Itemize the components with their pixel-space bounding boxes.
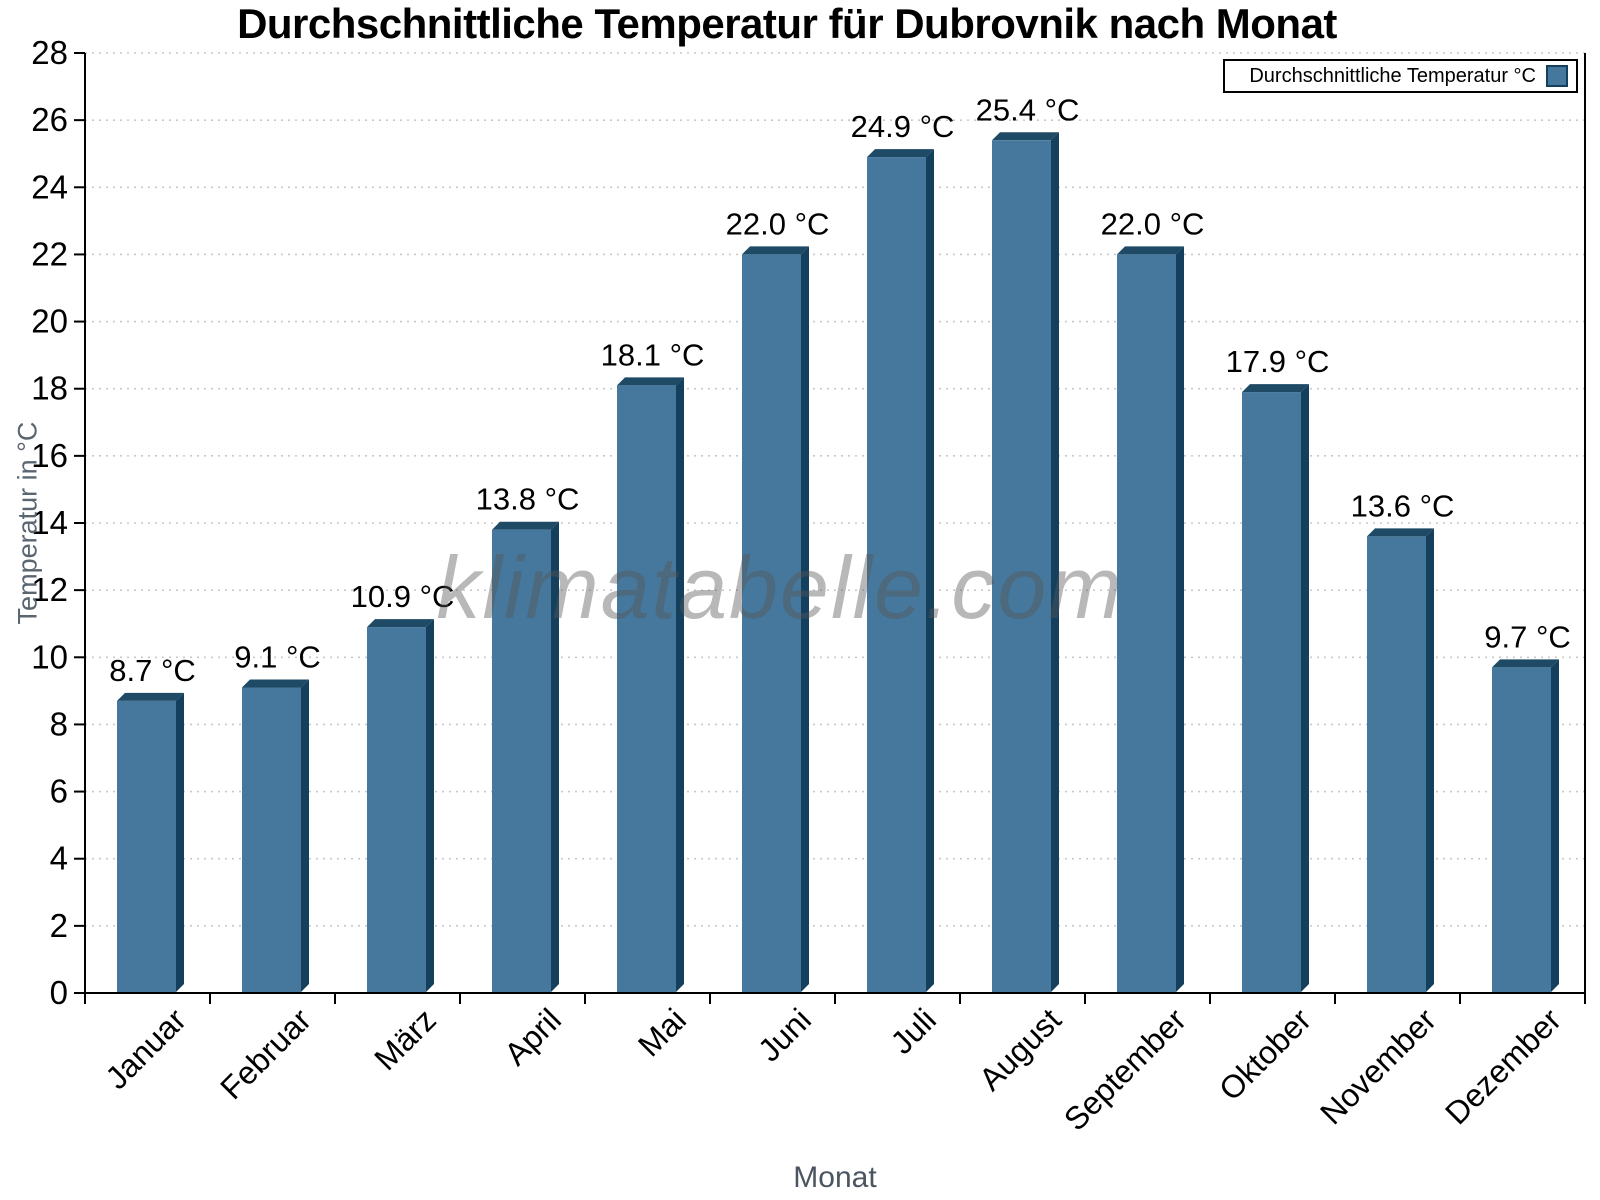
legend-swatch-icon: [1546, 65, 1568, 87]
y-tick-label-2: 2: [50, 907, 68, 944]
x-axis-title: Monat: [793, 1161, 877, 1194]
bar-oktober: [1242, 392, 1301, 993]
x-tick-label-april: April: [497, 1001, 568, 1072]
bar-august: [992, 140, 1051, 993]
bar-value-label-november: 13.6 °C: [1351, 488, 1455, 523]
bar-dezember: [1492, 667, 1551, 992]
y-tick-label-26: 26: [31, 101, 68, 138]
bar-november: [1367, 536, 1426, 992]
bar-side-oktober: [1301, 384, 1309, 993]
x-tick-label-oktober: Oktober: [1212, 1001, 1318, 1107]
bar-maerz: [367, 627, 426, 992]
bar-value-label-januar: 8.7 °C: [109, 653, 196, 688]
y-tick-label-16: 16: [31, 437, 68, 474]
x-tick-label-august: August: [972, 1001, 1068, 1097]
bar-top-august: [992, 132, 1059, 141]
legend-label: Durchschnittliche Temperatur °C: [1249, 64, 1536, 87]
legend: Durchschnittliche Temperatur °C: [1223, 59, 1578, 93]
y-tick-label-0: 0: [50, 974, 68, 1011]
bar-value-label-maerz: 10.9 °C: [351, 579, 455, 614]
bar-top-juli: [867, 149, 934, 158]
bar-juni: [742, 254, 801, 992]
y-tick-label-6: 6: [50, 773, 68, 810]
bar-side-november: [1426, 528, 1434, 992]
bar-side-dezember: [1551, 659, 1559, 992]
bar-april: [492, 529, 551, 992]
x-tick-label-november: November: [1313, 1001, 1443, 1131]
x-tick-label-september: September: [1057, 1001, 1193, 1137]
bar-top-januar: [117, 692, 184, 701]
bar-side-september: [1176, 246, 1184, 992]
bar-januar: [117, 700, 176, 992]
bar-value-label-februar: 9.1 °C: [234, 640, 321, 675]
x-tick-label-maerz: März: [367, 1001, 443, 1077]
bar-top-april: [492, 521, 559, 530]
y-tick-label-8: 8: [50, 705, 68, 742]
bar-top-november: [1367, 528, 1434, 537]
x-tick-label-dezember: Dezember: [1438, 1001, 1568, 1131]
x-tick-label-februar: Februar: [213, 1001, 318, 1106]
bar-mai: [617, 385, 676, 992]
y-tick-label-4: 4: [50, 840, 68, 877]
y-tick-label-22: 22: [31, 235, 68, 272]
x-tick-label-mai: Mai: [631, 1001, 693, 1063]
bar-value-label-april: 13.8 °C: [476, 482, 580, 517]
x-tick-label-juli: Juli: [884, 1001, 943, 1060]
y-tick-label-14: 14: [31, 504, 68, 541]
y-tick-label-20: 20: [31, 303, 68, 340]
chart-title: Durchschnittliche Temperatur für Dubrovn…: [237, 0, 1337, 47]
bar-top-mai: [617, 377, 684, 386]
x-tick-label-juni: Juni: [751, 1001, 818, 1068]
bar-value-label-juni: 22.0 °C: [726, 206, 830, 241]
y-axis-title: Temperatur in °C: [12, 421, 43, 625]
bar-top-juni: [742, 246, 809, 255]
bar-value-label-dezember: 9.7 °C: [1484, 619, 1571, 654]
bar-side-januar: [176, 692, 184, 992]
bar-top-dezember: [1492, 659, 1559, 668]
y-tick-label-10: 10: [31, 638, 68, 675]
bar-side-april: [551, 521, 559, 992]
bar-value-label-august: 25.4 °C: [976, 92, 1080, 127]
bar-side-juli: [926, 149, 934, 993]
bar-top-september: [1117, 246, 1184, 255]
bar-top-maerz: [367, 619, 434, 628]
bar-side-juni: [801, 246, 809, 992]
bar-side-februar: [301, 679, 309, 992]
bar-september: [1117, 254, 1176, 992]
bar-juli: [867, 157, 926, 993]
bar-top-februar: [242, 679, 309, 688]
x-tick-label-januar: Januar: [98, 1001, 193, 1096]
bar-side-maerz: [426, 619, 434, 992]
bar-value-label-september: 22.0 °C: [1101, 206, 1205, 241]
bar-value-label-oktober: 17.9 °C: [1226, 344, 1330, 379]
y-tick-label-28: 28: [31, 34, 68, 71]
y-tick-label-24: 24: [31, 168, 68, 205]
watermark: klimatabelle.com: [436, 538, 1124, 637]
y-tick-label-18: 18: [31, 370, 68, 407]
y-tick-label-12: 12: [31, 571, 68, 608]
bar-top-oktober: [1242, 384, 1309, 393]
bar-value-label-mai: 18.1 °C: [601, 337, 705, 372]
bar-value-label-juli: 24.9 °C: [851, 109, 955, 144]
bar-side-august: [1051, 132, 1059, 993]
bar-side-mai: [676, 377, 684, 992]
bar-februar: [242, 687, 301, 992]
